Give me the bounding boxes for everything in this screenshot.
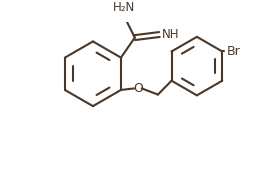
Text: H₂N: H₂N	[113, 1, 135, 14]
Text: NH: NH	[162, 28, 179, 41]
Text: O: O	[133, 82, 143, 95]
Text: Br: Br	[227, 45, 241, 58]
